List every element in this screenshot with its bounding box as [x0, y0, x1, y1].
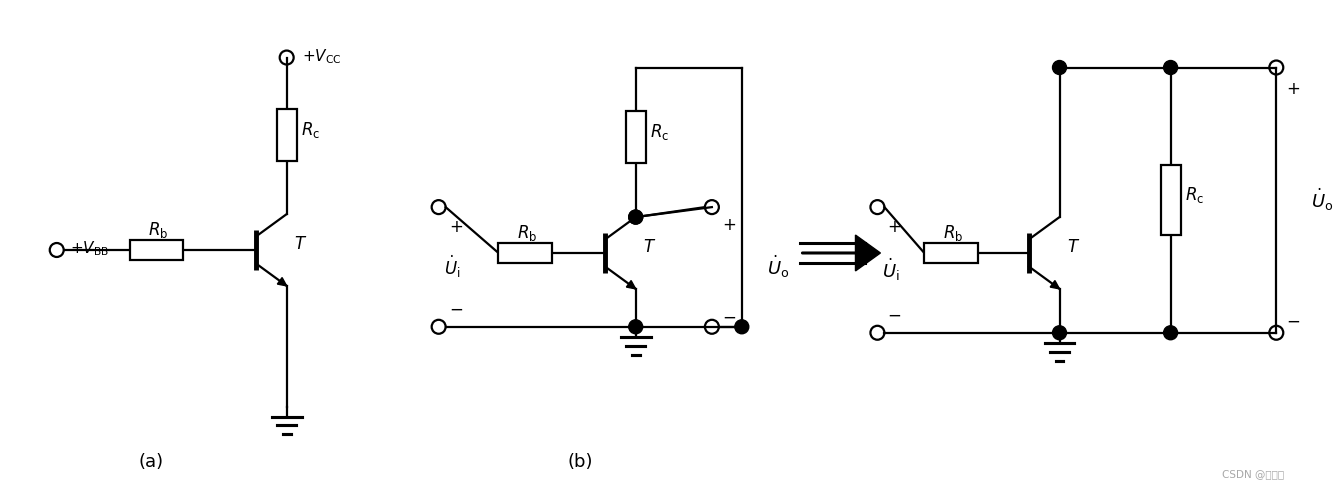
Text: T: T: [1068, 238, 1077, 256]
FancyBboxPatch shape: [924, 243, 978, 263]
Text: $+V_{\mathrm{BB}}$: $+V_{\mathrm{BB}}$: [70, 240, 109, 258]
Text: $+$: $+$: [1287, 81, 1300, 99]
Text: $+$: $+$: [888, 218, 901, 236]
Text: CSDN @妖兽噢: CSDN @妖兽噢: [1222, 469, 1284, 479]
Text: $R_{\mathrm{c}}$: $R_{\mathrm{c}}$: [1185, 185, 1203, 205]
Polygon shape: [855, 235, 881, 271]
Circle shape: [629, 210, 643, 224]
Text: $+$: $+$: [449, 218, 463, 236]
Text: $-$: $-$: [449, 300, 463, 318]
Text: (b): (b): [568, 453, 594, 471]
Circle shape: [735, 320, 749, 334]
Text: $+V_{\mathrm{CC}}$: $+V_{\mathrm{CC}}$: [302, 47, 341, 66]
Circle shape: [629, 320, 643, 334]
Circle shape: [1053, 60, 1066, 74]
Text: $\dot{U}_{\mathrm{i}}$: $\dot{U}_{\mathrm{i}}$: [882, 257, 900, 283]
Circle shape: [629, 210, 643, 224]
Text: (a): (a): [138, 453, 164, 471]
Polygon shape: [626, 281, 635, 289]
Text: $R_{\mathrm{b}}$: $R_{\mathrm{b}}$: [943, 223, 963, 243]
FancyBboxPatch shape: [498, 243, 552, 263]
Text: T: T: [643, 238, 654, 256]
Text: $R_{\mathrm{c}}$: $R_{\mathrm{c}}$: [650, 122, 669, 143]
Text: T: T: [294, 235, 305, 253]
Circle shape: [1053, 326, 1066, 340]
Circle shape: [1163, 60, 1178, 74]
Text: $-$: $-$: [1287, 312, 1300, 330]
FancyBboxPatch shape: [129, 240, 184, 260]
FancyBboxPatch shape: [1160, 165, 1180, 235]
Text: $+$: $+$: [721, 216, 736, 234]
FancyBboxPatch shape: [277, 109, 297, 161]
Polygon shape: [278, 278, 286, 286]
Text: $R_{\mathrm{b}}$: $R_{\mathrm{b}}$: [148, 220, 169, 240]
Polygon shape: [1050, 281, 1060, 289]
Text: $\dot{U}_{\mathrm{o}}$: $\dot{U}_{\mathrm{o}}$: [767, 254, 790, 280]
Text: $R_{\mathrm{b}}$: $R_{\mathrm{b}}$: [517, 223, 537, 243]
Text: $-$: $-$: [721, 308, 736, 326]
Text: $\dot{U}_{\mathrm{o}}$: $\dot{U}_{\mathrm{o}}$: [1311, 187, 1334, 213]
FancyBboxPatch shape: [626, 111, 646, 163]
Text: $R_{\mathrm{c}}$: $R_{\mathrm{c}}$: [301, 120, 320, 140]
Text: $-$: $-$: [888, 306, 901, 324]
Text: $\dot{U}_{\mathrm{i}}$: $\dot{U}_{\mathrm{i}}$: [443, 254, 461, 280]
Circle shape: [1163, 326, 1178, 340]
